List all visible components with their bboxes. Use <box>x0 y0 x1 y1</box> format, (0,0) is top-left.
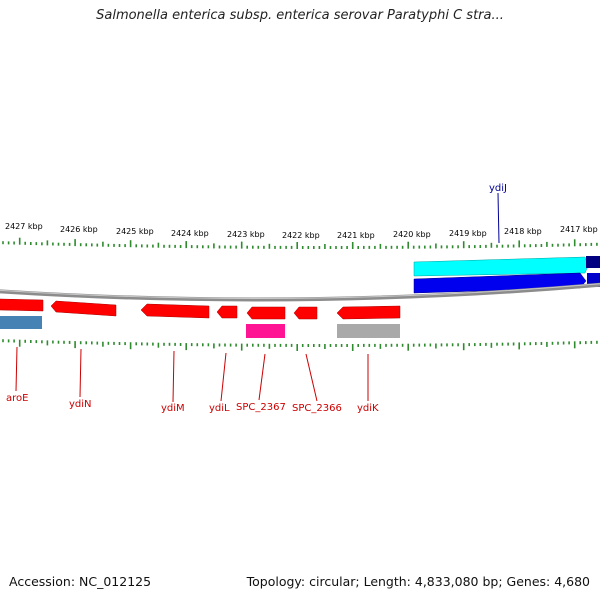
kbp-label: 2425 kbp <box>116 227 154 236</box>
gene-ydiN <box>50 300 117 317</box>
lower-feature-tracks <box>0 316 400 338</box>
kbp-label: 2417 kbp <box>560 225 598 234</box>
gene-label: ydiK <box>357 403 379 414</box>
kbp-label: 2423 kbp <box>227 230 265 239</box>
gene-ydiL <box>216 305 238 319</box>
kbp-label: 2420 kbp <box>393 230 431 239</box>
gene-track <box>0 298 401 320</box>
gene-ydiK <box>336 305 401 320</box>
gene-label-upper: ydiJ <box>489 183 507 194</box>
gene-label: SPC_2366 <box>292 403 342 414</box>
map-title: Salmonella enterica subsp. enterica sero… <box>96 8 504 23</box>
feature-blue-track <box>413 272 587 294</box>
kbp-scale-labels: 2427 kbp 2426 kbp 2425 kbp 2424 kbp 2423… <box>5 222 598 240</box>
genome-backbone <box>0 282 600 302</box>
gene-label: ydiN <box>69 399 92 410</box>
genome-summary-text: Topology: circular; Length: 4,833,080 bp… <box>246 574 590 589</box>
gene-label: ydiM <box>161 403 185 414</box>
feature-steelblue-track <box>0 316 42 329</box>
kbp-label: 2419 kbp <box>449 229 487 238</box>
gene-SPC-2367 <box>246 306 286 320</box>
feature-cyan-track <box>413 256 589 277</box>
feature-pink-track <box>246 324 285 338</box>
gene-label: SPC_2367 <box>236 402 286 413</box>
kbp-label: 2421 kbp <box>337 231 375 240</box>
kbp-label: 2427 kbp <box>5 222 43 231</box>
gene-labels: aroE ydiN ydiM ydiL SPC_2367 SPC_2366 yd… <box>6 393 379 414</box>
upper-tick-ring <box>2 237 598 249</box>
gene-label: ydiL <box>209 403 230 414</box>
kbp-label: 2424 kbp <box>171 229 209 238</box>
feature-navy-track <box>586 256 600 268</box>
gene-aroE <box>0 298 44 312</box>
kbp-label: 2418 kbp <box>504 227 542 236</box>
gene-label: aroE <box>6 393 28 404</box>
kbp-label: 2426 kbp <box>60 225 98 234</box>
gene-label-leaders <box>15 346 369 403</box>
gene-SPC-2366 <box>293 306 318 320</box>
feature-gray-track <box>337 324 400 338</box>
kbp-label: 2422 kbp <box>282 231 320 240</box>
accession-text: Accession: NC_012125 <box>9 574 152 589</box>
gene-ydiM <box>140 303 210 319</box>
lower-tick-ring <box>2 339 598 351</box>
